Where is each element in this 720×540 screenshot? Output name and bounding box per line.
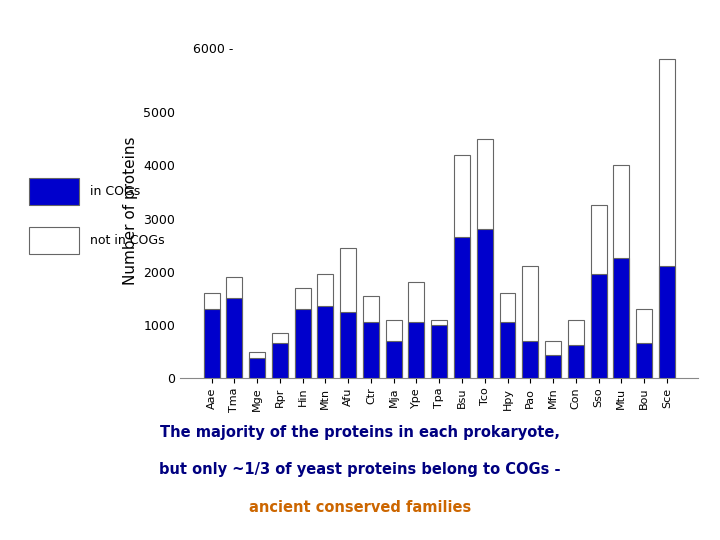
Bar: [659, 59, 675, 378]
Bar: [340, 312, 356, 378]
Bar: [318, 274, 333, 378]
Bar: [590, 274, 606, 378]
Bar: [386, 320, 402, 378]
Bar: [613, 259, 629, 378]
Bar: [249, 353, 265, 378]
Text: not in COGs: not in COGs: [90, 234, 165, 247]
Bar: [431, 325, 447, 378]
Bar: [340, 248, 356, 378]
Bar: [294, 309, 310, 378]
Bar: [613, 165, 629, 378]
Bar: [636, 343, 652, 378]
Bar: [431, 320, 447, 378]
Text: ancient conserved families: ancient conserved families: [249, 500, 471, 515]
Bar: [408, 322, 424, 378]
Bar: [477, 229, 492, 378]
Bar: [545, 341, 561, 378]
Bar: [500, 293, 516, 378]
Bar: [408, 282, 424, 378]
Bar: [568, 320, 584, 378]
Text: 6000 -: 6000 -: [193, 44, 234, 57]
Text: in COGs: in COGs: [90, 185, 140, 198]
Bar: [204, 293, 220, 378]
Bar: [226, 277, 242, 378]
Bar: [545, 355, 561, 378]
Bar: [454, 237, 470, 378]
Bar: [636, 309, 652, 378]
Text: The majority of the proteins in each prokaryote,: The majority of the proteins in each pro…: [160, 424, 560, 440]
Bar: [226, 298, 242, 378]
Bar: [294, 288, 310, 378]
Bar: [659, 266, 675, 378]
Bar: [363, 322, 379, 378]
Bar: [363, 295, 379, 378]
Bar: [590, 205, 606, 378]
Bar: [272, 343, 288, 378]
Bar: [477, 139, 492, 378]
Bar: [454, 155, 470, 378]
Bar: [386, 341, 402, 378]
Bar: [318, 306, 333, 378]
Bar: [204, 309, 220, 378]
Bar: [522, 266, 539, 378]
Bar: [272, 333, 288, 378]
Bar: [249, 358, 265, 378]
Y-axis label: Number of proteins: Number of proteins: [122, 137, 138, 285]
Bar: [568, 345, 584, 378]
Bar: [522, 341, 539, 378]
Text: but only ~1/3 of yeast proteins belong to COGs -: but only ~1/3 of yeast proteins belong t…: [159, 462, 561, 477]
Bar: [500, 322, 516, 378]
